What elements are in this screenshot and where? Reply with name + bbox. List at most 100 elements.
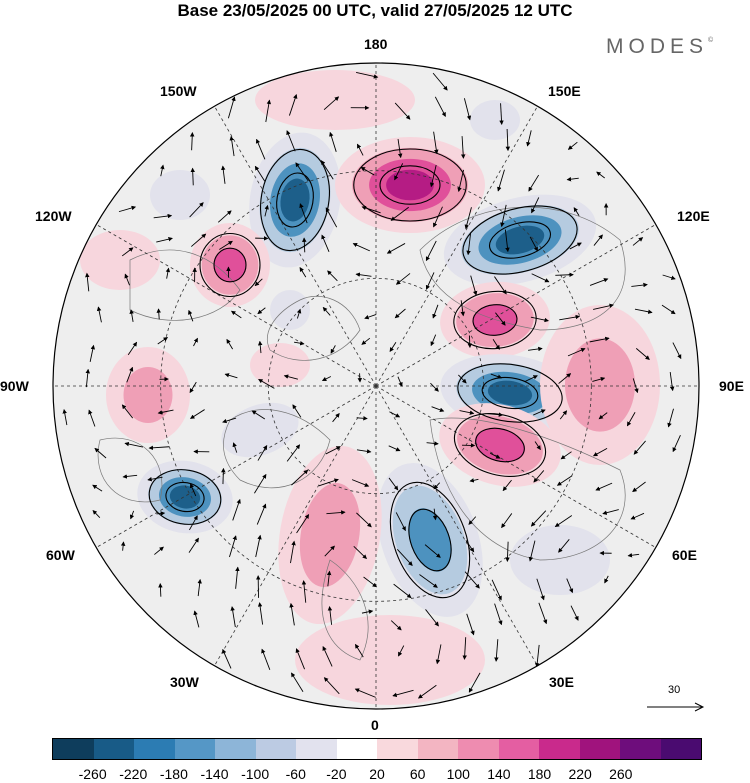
wind-arrow <box>289 602 295 626</box>
lon-label-30w: 30W <box>170 674 199 690</box>
wind-arrow <box>229 535 237 558</box>
wind-arrow <box>669 371 675 392</box>
wind-arrow <box>363 576 378 588</box>
wind-arrow <box>118 205 137 213</box>
wind-arrow <box>188 537 199 553</box>
wind-arrow <box>258 379 275 389</box>
wind-arrow <box>351 479 370 487</box>
wind-arrow <box>559 410 568 420</box>
wind-arrow <box>229 135 235 157</box>
wind-arrow <box>497 169 505 192</box>
height-contour <box>408 508 452 572</box>
wind-arrow <box>566 176 579 182</box>
lon-label-90e: 90E <box>719 378 744 394</box>
colorbar-tick-label: 100 <box>446 766 470 782</box>
wind-arrow <box>356 512 372 528</box>
wind-arrow <box>394 163 404 181</box>
wind-arrow <box>353 546 367 560</box>
wind-arrow <box>596 171 605 179</box>
anomaly-band <box>472 304 518 336</box>
wind-arrow <box>466 613 475 636</box>
colorbar-swatch <box>458 739 499 759</box>
wind-arrow <box>326 570 332 587</box>
lon-label-0: 0 <box>371 717 379 733</box>
wind-arrow <box>257 444 268 461</box>
wind-arrow <box>457 169 464 193</box>
wind-arrow <box>432 72 448 91</box>
anomaly-band <box>169 485 201 509</box>
wind-arrow <box>632 378 639 394</box>
wind-arrow <box>672 434 681 453</box>
colorbar-tick-label: 180 <box>527 766 552 782</box>
wind-arrow <box>354 688 376 698</box>
wind-arrow <box>531 273 550 283</box>
wind-arrow <box>430 382 439 392</box>
wind-arrow <box>390 206 409 221</box>
wind-arrow <box>435 644 442 665</box>
colorbar-tick-label: -60 <box>285 766 306 782</box>
wind-arrow <box>667 408 674 428</box>
wind-arrow <box>394 102 411 120</box>
wind-arrow <box>88 409 96 427</box>
wind-arrow <box>634 308 653 314</box>
brand-name: MODES <box>606 35 709 58</box>
wind-arrow <box>495 312 506 326</box>
wind-arrow <box>559 314 581 321</box>
wind-arrow <box>129 510 135 520</box>
wind-arrow <box>148 445 170 451</box>
wind-arrow <box>318 478 339 487</box>
wind-arrow <box>85 368 91 388</box>
colorbar-swatch <box>620 739 661 759</box>
wind-arrow <box>463 98 472 121</box>
wind-arrow <box>94 447 107 459</box>
coastline <box>223 409 331 489</box>
wind-arrow <box>502 479 512 492</box>
height-contour <box>276 172 314 228</box>
colorbar-swatch <box>296 739 337 759</box>
height-contour <box>475 427 525 463</box>
wind-arrow <box>567 141 578 150</box>
colorbar-tick-label: -260 <box>78 766 107 782</box>
colorbar-swatch <box>134 739 175 759</box>
wind-arrow <box>321 376 332 382</box>
wind-arrow <box>538 602 548 625</box>
colorbar-tick-label: 220 <box>568 766 592 782</box>
colorbar-tick-label: 20 <box>369 766 385 782</box>
wind-arrow <box>631 282 648 288</box>
wind-arrow <box>295 162 309 182</box>
wind-arrow <box>468 516 477 525</box>
wind-arrow <box>158 583 163 597</box>
wind-arrow <box>257 340 263 354</box>
wind-arrow <box>662 274 676 280</box>
colorbar-tick-label: 260 <box>609 766 633 782</box>
colorbar-tick-label: -140 <box>200 766 229 782</box>
wind-arrow <box>390 620 402 631</box>
wind-arrow <box>419 574 438 588</box>
wind-arrow <box>232 498 241 521</box>
wind-arrow <box>570 605 579 621</box>
height-contour <box>379 165 441 205</box>
wind-arrow <box>604 575 609 584</box>
colorbar-tick-label: -20 <box>326 766 347 782</box>
wind-arrow <box>595 482 613 491</box>
wind-arrow <box>355 643 364 658</box>
wind-arrow <box>398 645 405 657</box>
lon-label-90w: 90W <box>0 378 29 394</box>
colorbar-swatch <box>539 739 580 759</box>
wind-arrow <box>127 341 138 356</box>
wind-arrow <box>462 637 467 660</box>
wind-arrow <box>299 267 307 278</box>
wind-arrow <box>224 373 238 379</box>
wind-arrow <box>291 672 304 693</box>
wind-vectors <box>62 71 682 699</box>
wind-arrow <box>261 648 271 670</box>
wind-arrow <box>322 645 333 667</box>
wind-arrow <box>360 166 375 176</box>
wind-arrow <box>257 602 264 625</box>
height-contour <box>481 376 539 410</box>
wind-arrow <box>121 404 134 419</box>
wind-arrow <box>227 96 236 119</box>
wind-arrow <box>356 416 368 421</box>
wind-arrow <box>191 233 207 247</box>
anomaly-band <box>474 427 526 463</box>
